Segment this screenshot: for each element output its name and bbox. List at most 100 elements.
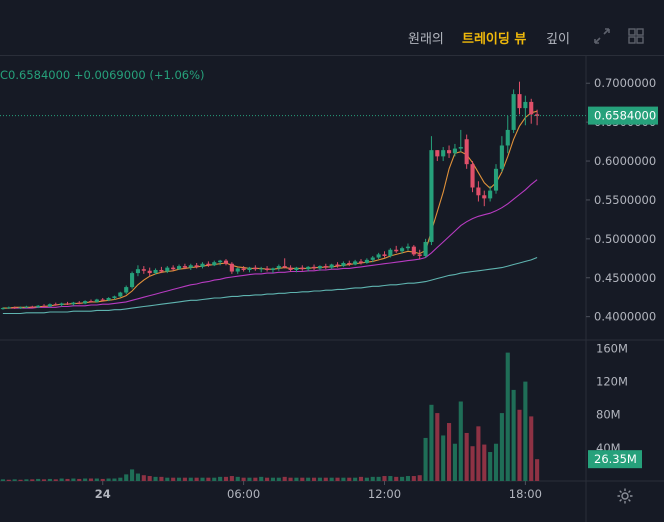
candle-body xyxy=(182,266,187,268)
volume-bar xyxy=(12,479,17,481)
volume-bar xyxy=(100,478,105,481)
candle-body xyxy=(36,305,41,308)
candle-body xyxy=(24,306,29,308)
candle-body xyxy=(270,268,276,270)
moving-averages xyxy=(2,110,538,315)
volume-bar xyxy=(382,476,387,481)
candle-body xyxy=(88,301,94,303)
volume-bar xyxy=(276,477,281,481)
volume-bar xyxy=(124,474,129,481)
candle-body xyxy=(306,266,311,270)
volume-bar xyxy=(447,423,452,481)
current-volume-tag xyxy=(588,450,642,469)
candle-body xyxy=(188,265,193,268)
candle-body xyxy=(458,147,463,149)
volume-bar xyxy=(294,477,299,481)
candle-body xyxy=(229,263,234,272)
volume-bar xyxy=(176,477,182,481)
candle-body xyxy=(253,267,258,270)
ma-short-line xyxy=(2,110,538,309)
layout-icon[interactable] xyxy=(626,26,646,46)
candle-body xyxy=(452,148,457,154)
candle-body xyxy=(447,150,452,154)
volume-bar xyxy=(112,478,117,481)
candle-body xyxy=(493,168,499,191)
volume-bar xyxy=(364,477,369,481)
candle-body xyxy=(65,303,70,305)
candle-body xyxy=(135,269,140,274)
candle-body xyxy=(499,145,504,169)
candle-body xyxy=(288,267,293,270)
volume-bar xyxy=(6,479,11,481)
candle-body xyxy=(353,261,358,265)
volume-bar xyxy=(306,477,311,481)
volume-bar xyxy=(212,477,217,481)
volume-bar xyxy=(135,473,140,481)
candlestick-chart[interactable]: 0.70000000.65000000.60000000.55000000.50… xyxy=(0,56,664,522)
volume-bar xyxy=(400,476,405,481)
candle-body xyxy=(476,187,481,196)
volume-bar xyxy=(376,476,381,481)
candle-body xyxy=(423,241,428,256)
expand-icon[interactable] xyxy=(592,26,612,46)
tab-original[interactable]: 원래의 xyxy=(408,32,444,47)
candle-body xyxy=(405,246,411,249)
volume-bar xyxy=(118,477,123,481)
candle-body xyxy=(241,268,246,270)
volume-bar xyxy=(505,352,510,481)
candle-body xyxy=(223,260,229,264)
tab-tradingview[interactable]: 트레이딩 뷰 xyxy=(462,32,527,47)
volume-bar xyxy=(335,477,340,481)
candle-body xyxy=(6,307,11,309)
settings-icon[interactable] xyxy=(616,487,634,505)
volume-bars xyxy=(0,352,540,481)
candle-body xyxy=(523,101,528,109)
volume-bar xyxy=(241,477,246,481)
volume-bar xyxy=(300,477,305,481)
candle-body xyxy=(212,262,217,266)
grid xyxy=(0,56,664,522)
volume-tick-label: 120M xyxy=(596,375,628,389)
candle-body xyxy=(218,260,223,263)
volume-bar xyxy=(153,476,158,481)
candle-body xyxy=(464,139,469,165)
volume-bar xyxy=(159,476,164,481)
candle-body xyxy=(176,266,182,270)
candle-body xyxy=(388,249,393,256)
candle-body xyxy=(511,94,516,130)
ma-long-line xyxy=(2,256,538,315)
price-tick-label: 0.6000000 xyxy=(594,154,656,168)
volume-bar xyxy=(388,476,393,481)
volume-bar xyxy=(206,477,211,481)
candle-body xyxy=(0,308,5,310)
volume-bar xyxy=(30,479,35,481)
volume-bar xyxy=(323,477,328,481)
volume-bar xyxy=(452,443,457,481)
candle-body xyxy=(194,265,199,267)
volume-bar xyxy=(71,478,76,481)
volume-bar xyxy=(47,478,52,481)
volume-bar xyxy=(311,477,317,481)
price-change-readout: +0.0069000 xyxy=(73,68,146,82)
candle-body xyxy=(71,302,76,305)
volume-bar xyxy=(317,477,322,481)
candle-body xyxy=(329,264,334,268)
volume-bar xyxy=(482,444,487,481)
volume-bar xyxy=(329,477,334,481)
volume-bar xyxy=(94,478,99,481)
volume-bar xyxy=(358,476,364,481)
price-tick-label: 0.7000000 xyxy=(594,76,656,90)
volume-bar xyxy=(235,476,240,481)
current-volume-label: 26.35M xyxy=(594,452,637,466)
candle-body xyxy=(358,261,364,263)
candle-body xyxy=(400,248,405,252)
candle-body xyxy=(53,304,58,306)
price-tick-label: 0.5000000 xyxy=(594,232,656,246)
candle-body xyxy=(247,267,252,270)
candle-body xyxy=(294,267,299,270)
candle-body xyxy=(59,303,64,305)
volume-bar xyxy=(229,476,234,481)
tab-depth[interactable]: 깊이 xyxy=(546,32,570,47)
candle-body xyxy=(482,195,487,199)
candle-body xyxy=(441,150,446,157)
